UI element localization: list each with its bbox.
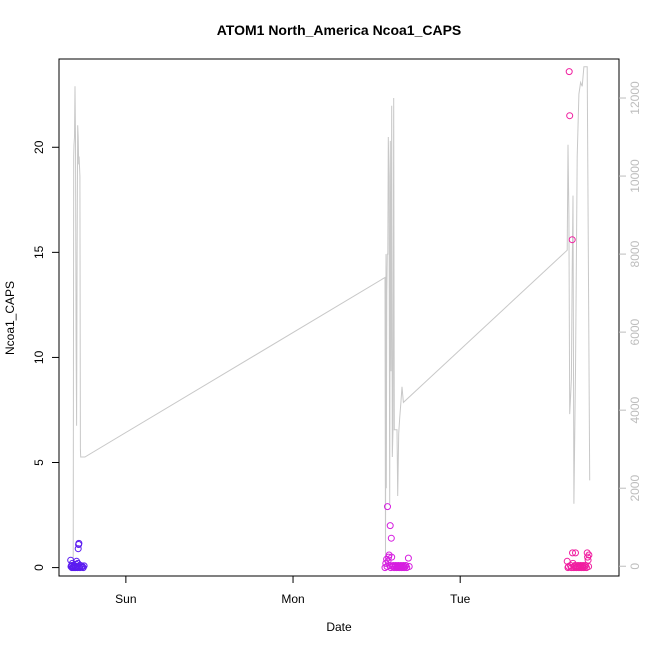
- y-tick-label: 20: [32, 140, 46, 154]
- data-point: [577, 564, 585, 572]
- y2-tick-label: 8000: [628, 240, 642, 267]
- data-point: [400, 564, 408, 572]
- y2-tick-label: 12000: [628, 81, 642, 115]
- y2-tick-label: 4000: [628, 396, 642, 423]
- data-point: [581, 563, 589, 570]
- right-axis-line-series: [72, 66, 591, 567]
- y-axis-left: 0 5 10 15 20: [32, 140, 59, 571]
- data-point: [399, 563, 406, 570]
- data-point: [401, 563, 409, 570]
- plot-frame: [58, 58, 620, 577]
- line-series: [72, 66, 591, 567]
- data-point: [566, 112, 574, 120]
- data-point: [386, 522, 394, 530]
- data-point: [387, 534, 395, 542]
- data-point: [405, 563, 413, 570]
- x-tick-label: Sun: [115, 592, 136, 606]
- data-point: [75, 539, 83, 547]
- y-axis-right: 0 2000 4000 6000 8000 10000 12000: [619, 81, 642, 570]
- y-axis-label: Ncoa1_CAPS: [3, 281, 17, 355]
- y-tick-label: 15: [32, 245, 46, 259]
- chart-title: ATOM1 North_America Ncoa1_CAPS: [217, 22, 462, 38]
- data-point: [583, 549, 591, 557]
- data-point: [585, 551, 593, 559]
- x-tick-label: Tue: [450, 592, 471, 606]
- x-axis-label: Date: [326, 620, 352, 634]
- scatter-points: [67, 68, 593, 572]
- y2-tick-label: 0: [628, 563, 642, 570]
- data-point: [572, 549, 579, 557]
- data-point: [382, 559, 390, 567]
- data-point: [565, 68, 573, 76]
- data-point: [585, 563, 593, 570]
- data-point: [388, 553, 396, 561]
- y-tick-label: 10: [32, 350, 46, 364]
- data-point: [404, 554, 412, 562]
- x-tick-label: Mon: [281, 592, 304, 606]
- y2-tick-label: 10000: [628, 159, 642, 193]
- y-tick-label: 5: [32, 459, 46, 466]
- data-point: [74, 545, 82, 553]
- data-point: [80, 562, 88, 570]
- data-point: [568, 236, 576, 244]
- x-axis: Sun Mon Tue: [115, 576, 471, 606]
- data-point: [580, 564, 588, 572]
- y2-tick-label: 6000: [628, 318, 642, 345]
- y-tick-label: 0: [32, 564, 46, 571]
- data-point: [569, 549, 576, 557]
- y2-tick-label: 2000: [628, 475, 642, 502]
- data-point: [384, 503, 391, 511]
- data-point: [398, 564, 406, 572]
